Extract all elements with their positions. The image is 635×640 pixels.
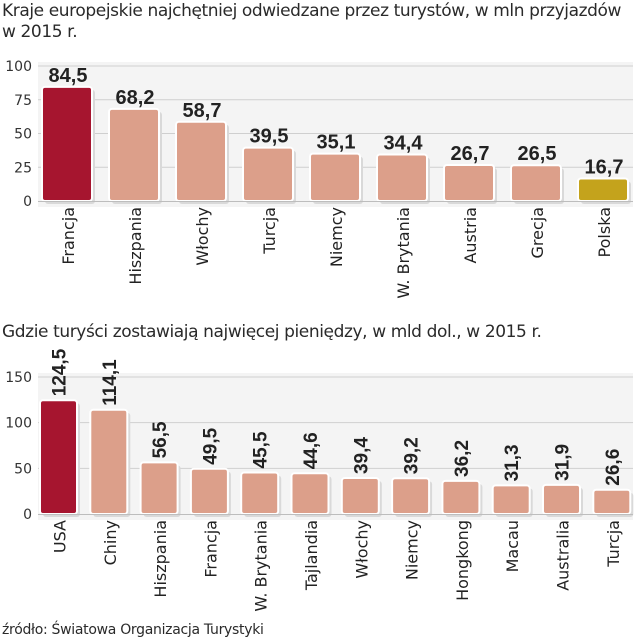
c2-category-label-2: Hiszpania <box>151 520 170 598</box>
c2-value-label-10: 31,9 <box>553 444 574 481</box>
chart-2-title: Gdzie turyści zostawiają najwięcej pieni… <box>2 322 542 342</box>
c1-ytick-label: 75 <box>14 93 32 109</box>
c2-value-label-6: 39,4 <box>351 437 372 474</box>
c1-value-label-1: 68,2 <box>116 87 155 109</box>
c2-category-label-6: Włochy <box>352 520 371 579</box>
c2-value-label-9: 31,3 <box>502 444 523 481</box>
c1-category-label-3: Turcja <box>260 207 279 255</box>
c2-plot-background <box>38 373 633 520</box>
c2-bar-1 <box>89 408 129 515</box>
c2-category-label-4: W. Brytania <box>252 520 271 612</box>
c2-bar-6 <box>340 477 380 516</box>
c2-bar-2 <box>139 461 179 515</box>
c1-value-label-8: 16,7 <box>585 156 624 178</box>
c1-value-label-6: 26,7 <box>451 143 490 165</box>
c2-category-label-9: Macau <box>503 520 522 572</box>
c2-category-label-10: Australia <box>554 520 573 591</box>
c2-bar-10 <box>542 483 581 515</box>
c2-bar-7 <box>391 477 431 515</box>
c2-category-label-8: Hongkong <box>453 520 472 601</box>
c2-value-label-5: 44,6 <box>301 432 322 469</box>
c1-category-label-6: Austria <box>461 207 480 264</box>
c1-value-label-0: 84,5 <box>49 65 88 87</box>
c1-ytick-label: 0 <box>23 194 32 210</box>
c2-bar-4 <box>240 471 280 515</box>
c2-category-label-7: Niemcy <box>403 520 422 580</box>
c2-bar-3 <box>189 467 229 516</box>
c1-category-label-4: Niemcy <box>327 207 346 267</box>
source-note: źródło: Światowa Organizacja Turystyki <box>2 622 264 638</box>
c1-value-label-2: 58,7 <box>183 100 222 122</box>
c2-ytick-label: 50 <box>14 461 32 477</box>
c1-category-label-7: Grecja <box>528 207 547 259</box>
c1-value-label-3: 39,5 <box>250 126 289 148</box>
c2-category-label-11: Turcja <box>604 520 623 568</box>
c2-bar-9 <box>491 484 531 515</box>
c1-ytick-label: 100 <box>5 59 32 75</box>
c1-category-label-1: Hiszpania <box>126 207 145 285</box>
c1-category-label-5: W. Brytania <box>394 207 413 299</box>
c1-category-label-0: Francja <box>59 207 78 265</box>
c2-bar-5 <box>290 472 330 515</box>
c2-value-label-2: 56,5 <box>150 421 171 458</box>
c2-bar-8 <box>441 479 481 516</box>
c2-value-label-3: 49,5 <box>200 427 221 464</box>
c2-ytick-label: 100 <box>5 416 32 432</box>
c1-value-label-7: 26,5 <box>518 143 557 165</box>
c2-ytick-label: 0 <box>23 507 32 523</box>
c2-value-label-11: 26,6 <box>603 449 624 486</box>
c1-category-label-2: Włochy <box>193 207 212 266</box>
c1-ytick-label: 25 <box>14 160 32 176</box>
c2-value-label-0: 124,5 <box>50 348 71 396</box>
c2-bar-11 <box>592 488 632 515</box>
c1-value-label-4: 35,1 <box>317 132 356 154</box>
c2-category-label-3: Francja <box>201 520 220 578</box>
chart-1-title: Kraje europejskie najchętniej odwiedzane… <box>2 1 622 42</box>
c1-category-label-8: Polska <box>595 207 614 257</box>
c2-value-label-1: 114,1 <box>100 359 121 406</box>
c2-category-label-0: USA <box>51 520 70 553</box>
c1-value-label-5: 34,4 <box>384 133 424 155</box>
c2-value-label-4: 45,5 <box>251 431 272 468</box>
c2-category-label-1: Chiny <box>101 520 120 565</box>
chart-1-visitors: 0 25 50 75 100 84,5 Francja 68,2 Hiszpania 58,7 Wł… <box>5 59 633 299</box>
c1-ytick-label: 50 <box>14 127 32 143</box>
c2-value-label-8: 36,2 <box>452 440 473 477</box>
c2-category-label-5: Tajlandia <box>302 520 321 591</box>
c2-ytick-label: 150 <box>5 370 32 386</box>
c2-value-label-7: 39,2 <box>402 437 423 474</box>
c2-bar-0 <box>39 399 78 516</box>
